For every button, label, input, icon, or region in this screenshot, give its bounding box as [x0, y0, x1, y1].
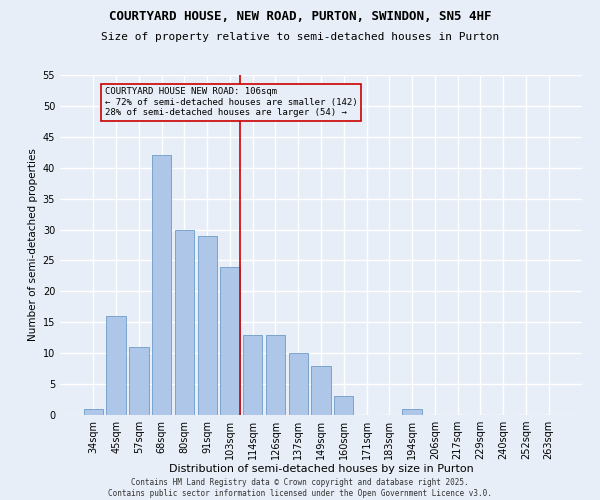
Bar — [289, 353, 308, 415]
Text: Size of property relative to semi-detached houses in Purton: Size of property relative to semi-detach… — [101, 32, 499, 42]
Bar — [197, 236, 217, 415]
Bar — [175, 230, 194, 415]
Bar — [243, 334, 262, 415]
Text: COURTYARD HOUSE NEW ROAD: 106sqm
← 72% of semi-detached houses are smaller (142): COURTYARD HOUSE NEW ROAD: 106sqm ← 72% o… — [105, 88, 358, 117]
Bar — [152, 156, 172, 415]
Bar — [403, 409, 422, 415]
Bar — [220, 266, 239, 415]
Bar — [84, 409, 103, 415]
Bar — [266, 334, 285, 415]
Bar — [311, 366, 331, 415]
Bar — [129, 347, 149, 415]
Bar — [106, 316, 126, 415]
X-axis label: Distribution of semi-detached houses by size in Purton: Distribution of semi-detached houses by … — [169, 464, 473, 473]
Bar — [334, 396, 353, 415]
Text: COURTYARD HOUSE, NEW ROAD, PURTON, SWINDON, SN5 4HF: COURTYARD HOUSE, NEW ROAD, PURTON, SWIND… — [109, 10, 491, 23]
Y-axis label: Number of semi-detached properties: Number of semi-detached properties — [28, 148, 38, 342]
Text: Contains HM Land Registry data © Crown copyright and database right 2025.
Contai: Contains HM Land Registry data © Crown c… — [108, 478, 492, 498]
